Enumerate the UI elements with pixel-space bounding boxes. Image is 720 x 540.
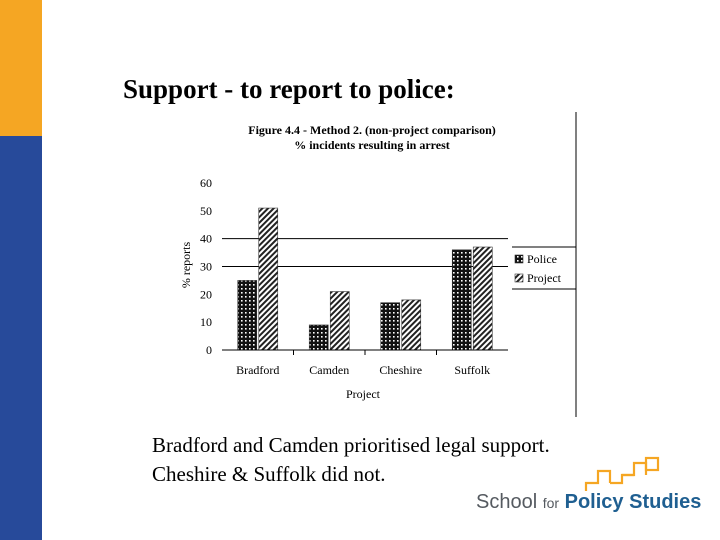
bar-project-suffolk [472, 246, 493, 351]
bar-police-cheshire [380, 302, 401, 351]
y-tick-label: 20 [200, 287, 212, 301]
bar-project-camden [329, 291, 350, 351]
x-tick-label: Bradford [236, 363, 279, 377]
bar-police-suffolk [451, 249, 472, 351]
y-tick-label: 30 [200, 260, 212, 274]
chart-title: Figure 4.4 - Method 2. (non-project comp… [248, 123, 496, 137]
x-tick-label: Camden [309, 363, 349, 377]
caption-line-2: Cheshire & Suffolk did not. [152, 462, 386, 486]
accent-bar-blue [0, 136, 42, 540]
caption: Bradford and Camden prioritised legal su… [152, 431, 550, 489]
y-tick-label: 60 [200, 176, 212, 190]
y-tick-label: 10 [200, 315, 212, 329]
logo-word-school: School [476, 491, 538, 513]
x-tick-label: Cheshire [379, 363, 422, 377]
x-tick-label: Suffolk [454, 363, 490, 377]
logo-word-policy-studies: Policy Studies [564, 491, 702, 513]
y-tick-label: 0 [206, 343, 212, 357]
bar-project-cheshire [401, 299, 422, 351]
legend-swatch-police [514, 254, 524, 264]
caption-line-1: Bradford and Camden prioritised legal su… [152, 433, 550, 457]
y-tick-label: 50 [200, 204, 212, 218]
bar-chart-svg: Figure 4.4 - Method 2. (non-project comp… [179, 112, 577, 417]
accent-bar-orange [0, 0, 42, 136]
legend-swatch-project [514, 273, 524, 283]
logo-squares-graphic [584, 456, 660, 491]
slide-title: Support - to report to police: [123, 74, 455, 104]
y-axis-label: % reports [179, 242, 193, 289]
chart: Figure 4.4 - Method 2. (non-project comp… [165, 112, 585, 417]
y-tick-label: 40 [200, 232, 212, 246]
logo-word-for: for [542, 495, 560, 511]
bar-police-camden [308, 324, 329, 351]
legend-label-police: Police [527, 252, 557, 266]
school-logo: School for Policy Studies [476, 455, 712, 519]
bar-police-bradford [237, 280, 258, 351]
chart-subtitle: % incidents resulting in arrest [294, 138, 450, 152]
bar-project-bradford [258, 207, 279, 351]
legend-label-project: Project [527, 271, 562, 285]
x-axis-label: Project [346, 387, 381, 401]
